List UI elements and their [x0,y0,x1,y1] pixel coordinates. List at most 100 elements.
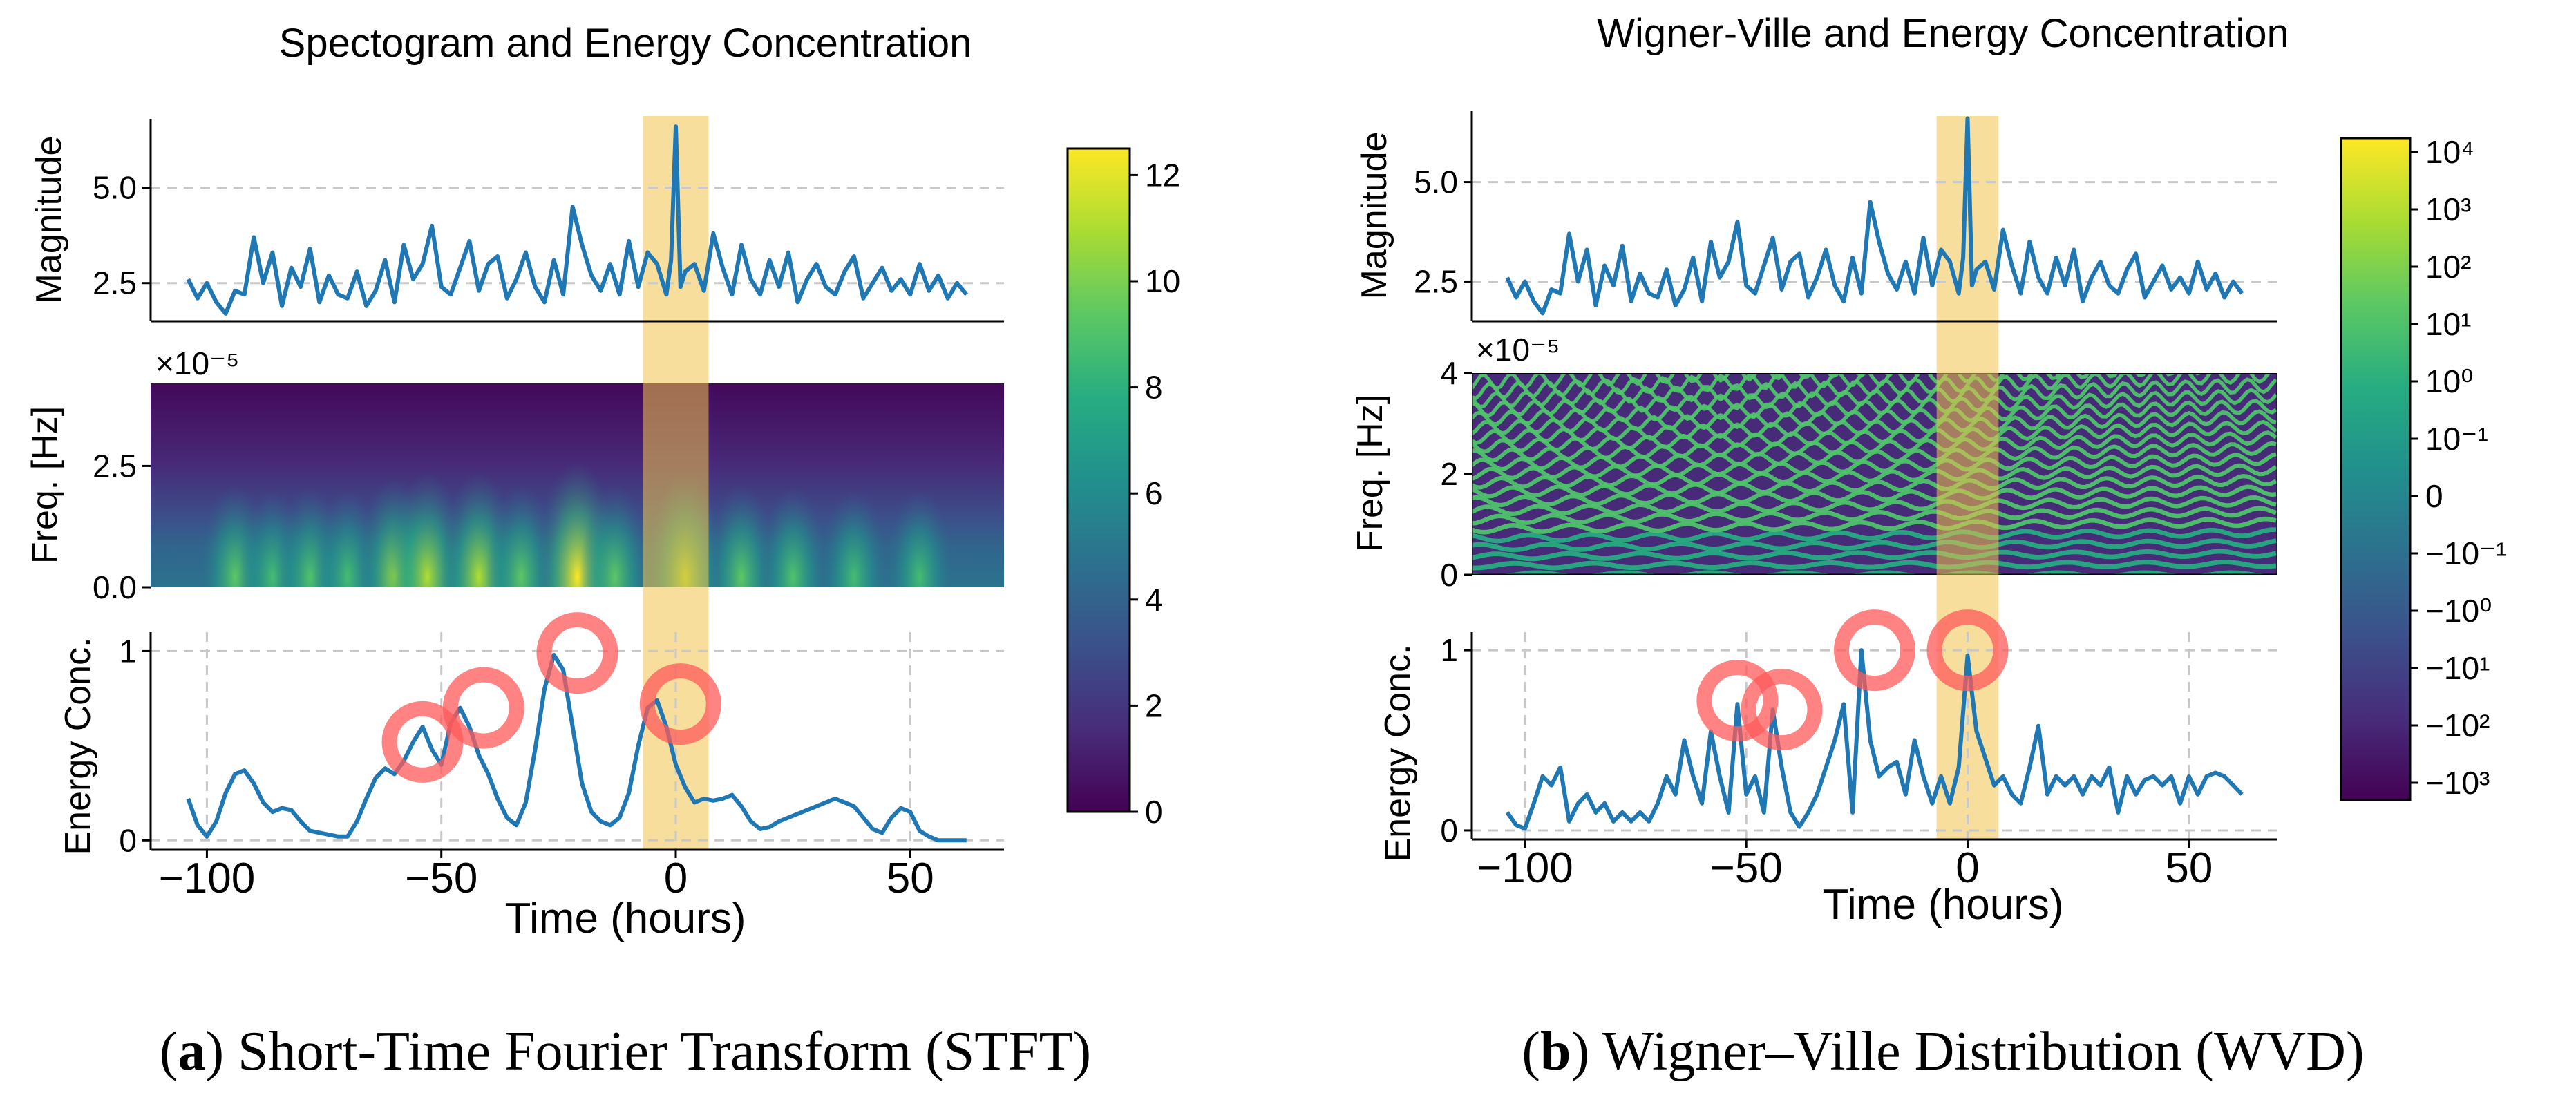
highlight-band [1936,116,1999,839]
x-axis-ticks-stft: −100 −50 0 50 [159,850,934,902]
spectrogram-energy-blob [820,490,888,587]
colorbar-tick-label: 10² [2425,249,2471,285]
colorbar-tick-label: 4 [1145,582,1163,618]
peak-circle-marker [442,667,524,749]
x-tick-label: −100 [1477,844,1573,892]
x-tick-label: −50 [405,855,477,902]
colorbar-tick-label: 10⁰ [2425,363,2474,399]
y-tick-label: 2.5 [1414,263,1458,299]
wvd-fringe [1472,516,2277,535]
colorbar-tick-label: 10¹ [2425,306,2471,342]
peak-circle-marker [1696,660,1779,742]
magnitude-subplot: 2.5 5.0 [93,119,1004,323]
colorbar-tick-label: 10⁻¹ [2425,421,2488,457]
wvd-fringe [1472,430,2277,463]
wvd-fringe [1472,560,2277,571]
caption-b: (b) Wigner–Ville Distribution (WVD) [1522,1021,2364,1082]
ylabel-energy-stft: Energy Conc. [58,637,98,855]
spectrogram-subplot: 0.0 2.5 [93,448,151,605]
ylabel-freq-wvd: Freq. [Hz] [1350,395,1390,552]
wvd-image [1472,373,2277,575]
colorbar-tick-label: 0 [2425,478,2443,514]
magnitude-series-line [1505,116,2244,316]
chart-title-wvd: Wigner-Ville and Energy Concentration [1597,11,2289,56]
colorbar-tick-label: 8 [1145,370,1163,406]
colorbar-tick-label: 12 [1145,157,1180,193]
wvd-fringe [1472,538,2277,553]
colorbar-tick-label: 0 [1145,794,1163,830]
y-tick-label: 0.0 [93,569,137,605]
colorbar-tick-label: 10 [1145,263,1180,299]
spectrogram-image [151,383,1004,587]
wvd-fringe [1472,463,2277,490]
x-axis-ticks-wvd: −100 −50 0 50 [1477,839,2213,892]
colorbar-tick-label: −10² [2425,707,2490,743]
colorbar-tick-label: −10³ [2425,765,2490,801]
colorbar-tick-label: 6 [1145,475,1163,511]
offset-text-wvd: ×10⁻⁵ [1476,332,1560,368]
energy-subplot: 01 [1440,609,2277,848]
wvd-fringe [1472,527,2277,544]
colorbar-stft: 0 2 4 6 8 10 12 [1066,147,1180,830]
energy-series-line [1505,648,2244,831]
y-tick-label: 2 [1440,456,1458,492]
colorbar-tick-label: 10³ [2425,191,2471,227]
x-tick-label: 50 [2165,844,2213,892]
chart-title-stft: Spectogram and Energy Concentration [279,21,972,66]
wvd-fringe [1472,419,2277,454]
colorbar-tick-label: −10⁰ [2425,593,2492,629]
wvd-fringe [1472,506,2277,526]
ylabel-magnitude-stft: Magnitude [29,136,69,304]
caption-a: (a) Short-Time Fourier Transform (STFT) [160,1021,1091,1082]
magnitude-series-line [186,124,969,316]
y-tick-label: 1 [119,633,137,669]
wvd-fringe [1472,495,2277,517]
x-tick-label: 0 [664,855,688,902]
y-tick-label: 5.0 [1414,164,1458,200]
spectrogram-energy-blob [579,484,650,587]
panel-stft: Spectogram and Energy Concentration 2.5 5… [25,21,1180,1082]
xlabel-stft: Time (hours) [504,895,746,942]
offset-text-stft: ×10⁻⁵ [155,345,239,381]
peak-circle-marker [381,701,464,783]
magnitude-subplot: 2.5 5.0 [1414,111,2277,323]
x-tick-label: 50 [887,855,934,902]
peak-circle-marker [1926,609,2009,692]
y-tick-label: 2.5 [93,448,137,484]
spectrogram-energy-blob [885,490,954,587]
x-tick-label: 0 [1955,844,1979,892]
colorbar-tick-label: 2 [1145,687,1163,723]
y-tick-label: 1 [1440,632,1458,668]
y-tick-label: 0 [1440,557,1458,593]
y-tick-label: 2.5 [93,265,137,301]
y-tick-label: 5.0 [93,170,137,206]
peak-circle-marker [639,663,721,745]
panel-wvd: Wigner-Ville and Energy Concentration 2.… [1350,11,2507,1082]
wvd-fringe [1472,398,2277,435]
ylabel-energy-wvd: Energy Conc. [1378,644,1418,862]
colorbar-gradient [2340,137,2412,801]
peak-circle-marker [536,612,618,694]
wvd-subplot: 0 2 4 [1440,355,1472,593]
y-tick-label: 0 [119,822,137,858]
xlabel-wvd: Time (hours) [1822,881,2063,929]
peak-circle-marker [1741,669,1823,751]
ylabel-magnitude-wvd: Magnitude [1354,132,1394,300]
wvd-fringe [1472,373,2271,409]
x-tick-label: −50 [1710,844,1783,892]
y-tick-label: 0 [1440,812,1458,848]
x-tick-label: −100 [159,855,256,902]
energy-series-line [186,652,967,843]
colorbar-wvd: 10⁴ 10³ 10² 10¹ 10⁰ 10⁻¹ 0 −10⁻¹ −10⁰ −10¹ −10² −10… [2340,134,2507,801]
energy-subplot: 01 [119,612,1004,858]
wvd-fringe [1472,452,2277,481]
colorbar-gradient [1066,147,1131,813]
peak-circle-marker [1834,609,1915,692]
wvd-fringe [1472,484,2277,508]
spectrogram-energy-blob [758,487,828,587]
wvd-fringe [1472,373,1975,391]
colorbar-tick-label: 10⁴ [2425,134,2474,170]
colorbar-tick-label: −10¹ [2425,650,2490,686]
wvd-fringe [1472,549,2277,562]
